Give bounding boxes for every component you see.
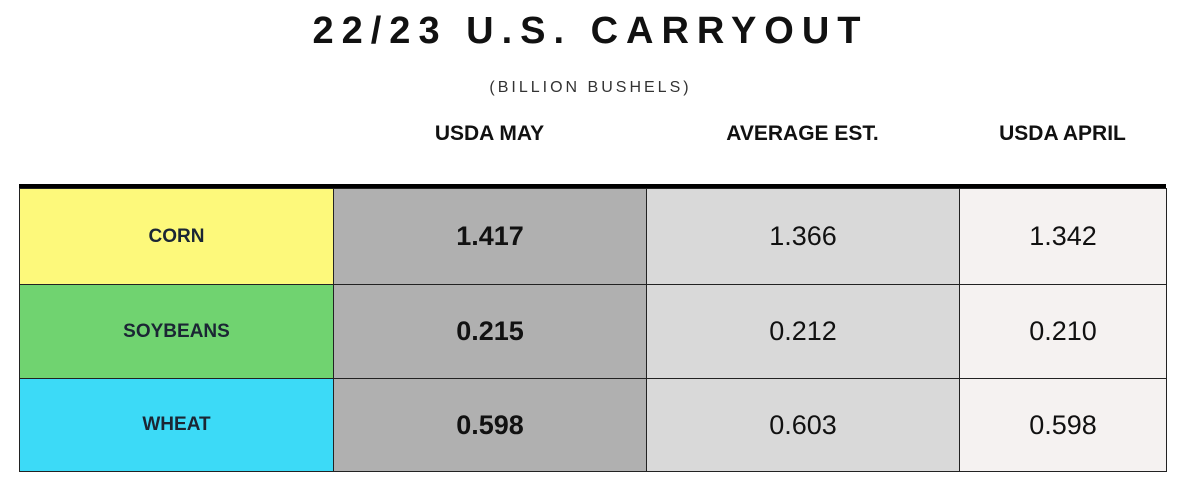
row-label: SOYBEANS bbox=[123, 320, 230, 342]
title: 22/23 U.S. CARRYOUT bbox=[312, 10, 869, 52]
value: 1.417 bbox=[456, 221, 524, 251]
table: CORN 1.417 1.366 1.342 SOYBEANS 0.215 0.212 0.2… bbox=[19, 184, 1167, 472]
value: 0.603 bbox=[769, 409, 837, 440]
value: 0.598 bbox=[456, 409, 524, 440]
value: 1.366 bbox=[769, 221, 837, 251]
value-cell: 0.215 bbox=[333, 284, 647, 379]
value-cell: 1.366 bbox=[646, 188, 960, 285]
subtitle: (BILLION BUSHELS) bbox=[489, 79, 692, 96]
row-label-cell: CORN bbox=[19, 188, 334, 285]
row-label-cell: SOYBEANS bbox=[19, 284, 334, 379]
value: 1.342 bbox=[1029, 221, 1097, 251]
value-cell: 1.342 bbox=[959, 188, 1167, 285]
row-label: WHEAT bbox=[142, 414, 211, 435]
value: 0.210 bbox=[1029, 316, 1097, 346]
row-label: CORN bbox=[148, 225, 205, 247]
value-cell: 0.603 bbox=[646, 378, 960, 472]
row-label-cell: WHEAT bbox=[19, 378, 334, 472]
value-cell: 0.598 bbox=[959, 378, 1167, 472]
value: 0.212 bbox=[769, 316, 837, 346]
column-header: USDA APRIL bbox=[999, 122, 1126, 145]
column-header: USDA MAY bbox=[434, 122, 545, 145]
value-cell: 0.212 bbox=[646, 284, 960, 379]
value-cell: 0.210 bbox=[959, 284, 1167, 379]
value-cell: 1.417 bbox=[333, 188, 647, 285]
column-header: AVERAGE EST. bbox=[726, 122, 879, 145]
value-cell: 0.598 bbox=[333, 378, 647, 472]
value: 0.598 bbox=[1029, 409, 1097, 440]
value: 0.215 bbox=[456, 316, 524, 346]
